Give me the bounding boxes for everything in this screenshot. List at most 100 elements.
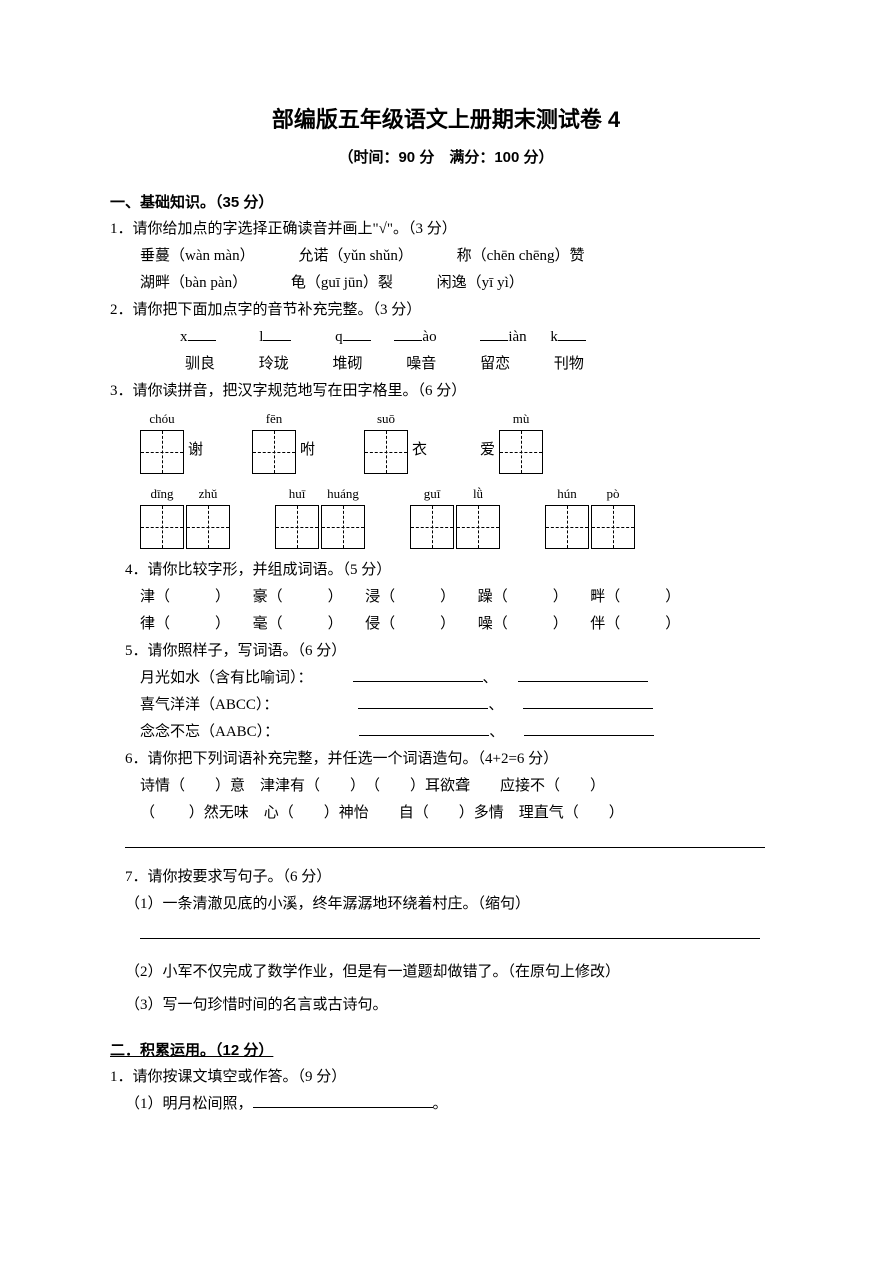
c: ） — [215, 589, 223, 605]
c: 浸（ — [365, 589, 395, 605]
q7-s2: （2）小军不仅完成了数学作业，但是有一道题却做错了。（在原句上修改） — [125, 959, 782, 986]
q5-l3: 念念不忘（AABC）： 、 — [140, 719, 782, 746]
q2-stem: 2．请你把下面加点字的音节补充完整。（3 分） — [110, 297, 782, 324]
q4-row1: 津（ ） 豪（ ） 浸（ ） 躁（ ） 畔（ ） — [140, 584, 782, 611]
q1-line2: 湖畔（bàn pàn） 龟（guī jūn）裂 闲逸（yī yì） — [140, 270, 782, 297]
pinyin: suō — [364, 407, 408, 430]
q3-row2: dīng zhǔ huī huáng guī lǜ hún pò — [140, 482, 782, 549]
sep: 、 — [483, 670, 498, 686]
q4-row2: 律（ ） 毫（ ） 侵（ ） 噪（ ） 伴（ ） — [140, 611, 782, 638]
tianzige — [499, 430, 543, 474]
tianzige — [456, 505, 500, 549]
section2-header: 二．积累运用。（12 分） — [110, 1037, 782, 1064]
q6-stem: 6．请你把下列词语补充完整，并任选一个词语造句。（4+2=6 分） — [125, 746, 782, 773]
period: 。 — [433, 1096, 448, 1112]
tianzige — [140, 505, 184, 549]
char-label: 爱 — [480, 437, 495, 464]
q7-s1: （1）一条清澈见底的小溪，终年潺潺地环绕着村庄。（缩句） — [125, 891, 782, 918]
c: ） — [328, 616, 336, 632]
section1-header: 一、基础知识。（35 分） — [110, 189, 782, 216]
q1-l2c: 闲逸（yī yì） — [437, 275, 524, 291]
c: 毫（ — [253, 616, 283, 632]
q7-s3: （3）写一句珍惜时间的名言或古诗句。 — [125, 992, 782, 1019]
pinyin: zhǔ — [186, 482, 230, 505]
tianzige — [410, 505, 454, 549]
c: 噪（ — [478, 616, 508, 632]
q2-p6: k — [550, 329, 558, 345]
q2-c2: 玲珑 — [259, 356, 289, 372]
c: ） — [665, 616, 680, 632]
q3-stem: 3．请你读拼音，把汉字规范地写在田字格里。（6 分） — [110, 378, 782, 405]
char-label: 咐 — [300, 437, 315, 464]
blank — [524, 720, 654, 736]
fill-blank — [253, 1092, 433, 1108]
q6-l1: 诗情（ ）意 津津有（ ） （ ）耳欲聋 应接不（ ） — [140, 773, 782, 800]
tianzige — [252, 430, 296, 474]
q1-l1c: 称（chēn chēng）赞 — [457, 248, 585, 264]
q2-c3: 堆砌 — [333, 356, 363, 372]
q3-r2-g2: huī huáng — [275, 482, 365, 549]
q3-r2-g1: dīng zhǔ — [140, 482, 230, 549]
q2-char-row: 驯良 玲珑 堆砌 噪音 留恋 刊物 — [185, 351, 782, 378]
c: ） — [440, 616, 448, 632]
blank — [480, 325, 508, 341]
pinyin: guī — [410, 482, 454, 505]
pinyin: huī — [275, 482, 319, 505]
tianzige — [140, 430, 184, 474]
pinyin: mù — [499, 407, 543, 430]
q5-stem: 5．请你照样子，写词语。（6 分） — [125, 638, 782, 665]
c: 侵（ — [365, 616, 395, 632]
tianzige — [186, 505, 230, 549]
tianzige — [321, 505, 365, 549]
answer-blank — [140, 923, 760, 939]
q2-p1: x — [180, 329, 188, 345]
q7-stem: 7．请你按要求写句子。（6 分） — [125, 864, 782, 891]
tianzige — [275, 505, 319, 549]
q6-l2: （ ）然无味 心（ ）神怡 自（ ）多情 理直气（ ） — [140, 800, 782, 827]
q3-r1-g2: fēn 咐 — [252, 407, 319, 474]
page-subtitle: （时间：90 分 满分：100 分） — [110, 144, 782, 171]
blank — [263, 325, 291, 341]
q2-pinyin-row: x l q ào iàn k — [180, 324, 782, 351]
q2-c1: 驯良 — [185, 356, 215, 372]
blank — [523, 693, 653, 709]
label: 喜气洋洋（ABCC）： — [140, 697, 278, 713]
pinyin: hún — [545, 482, 589, 505]
c: 畔（ — [590, 589, 620, 605]
pinyin: chóu — [140, 407, 184, 430]
q3-r2-g3: guī lǜ — [410, 482, 500, 549]
pinyin: huáng — [321, 482, 365, 505]
blank — [558, 325, 586, 341]
c: ） — [553, 589, 561, 605]
s2-q1-s1: （1）明月松间照， 。 — [125, 1091, 782, 1118]
page-title: 部编版五年级语文上册期末测试卷 4 — [110, 100, 782, 140]
q2-c6: 刊物 — [554, 356, 584, 372]
pinyin: fēn — [252, 407, 296, 430]
c: 津（ — [140, 589, 170, 605]
q3-r2-g4: hún pò — [545, 482, 635, 549]
c: ） — [328, 589, 336, 605]
q1-line1: 垂蔓（wàn màn） 允诺（yǔn shǔn） 称（chēn chēng）赞 — [140, 243, 782, 270]
q2-c5: 留恋 — [480, 356, 510, 372]
char-label: 谢 — [188, 437, 203, 464]
blank — [353, 666, 483, 682]
sentence-blank — [125, 832, 765, 848]
pinyin: lǜ — [456, 482, 500, 505]
q2-p4: ào — [422, 329, 436, 345]
q3-r1-g4: 爱 mù — [476, 407, 543, 474]
c: 豪（ — [253, 589, 283, 605]
c: ） — [440, 589, 448, 605]
q5-l2: 喜气洋洋（ABCC）：、 — [140, 692, 782, 719]
blank — [359, 720, 489, 736]
q4-stem: 4．请你比较字形，并组成词语。（5 分） — [125, 557, 782, 584]
blank — [518, 666, 648, 682]
sep: 、 — [489, 724, 504, 740]
c: 律（ — [140, 616, 170, 632]
q2-p5: iàn — [508, 329, 526, 345]
c: 伴（ — [590, 616, 620, 632]
label: 念念不忘（AABC）： — [140, 724, 279, 740]
tianzige — [591, 505, 635, 549]
text: （1）明月松间照， — [125, 1096, 253, 1112]
char-label: 衣 — [412, 437, 427, 464]
q1-l1a: 垂蔓（wàn màn） — [140, 248, 255, 264]
